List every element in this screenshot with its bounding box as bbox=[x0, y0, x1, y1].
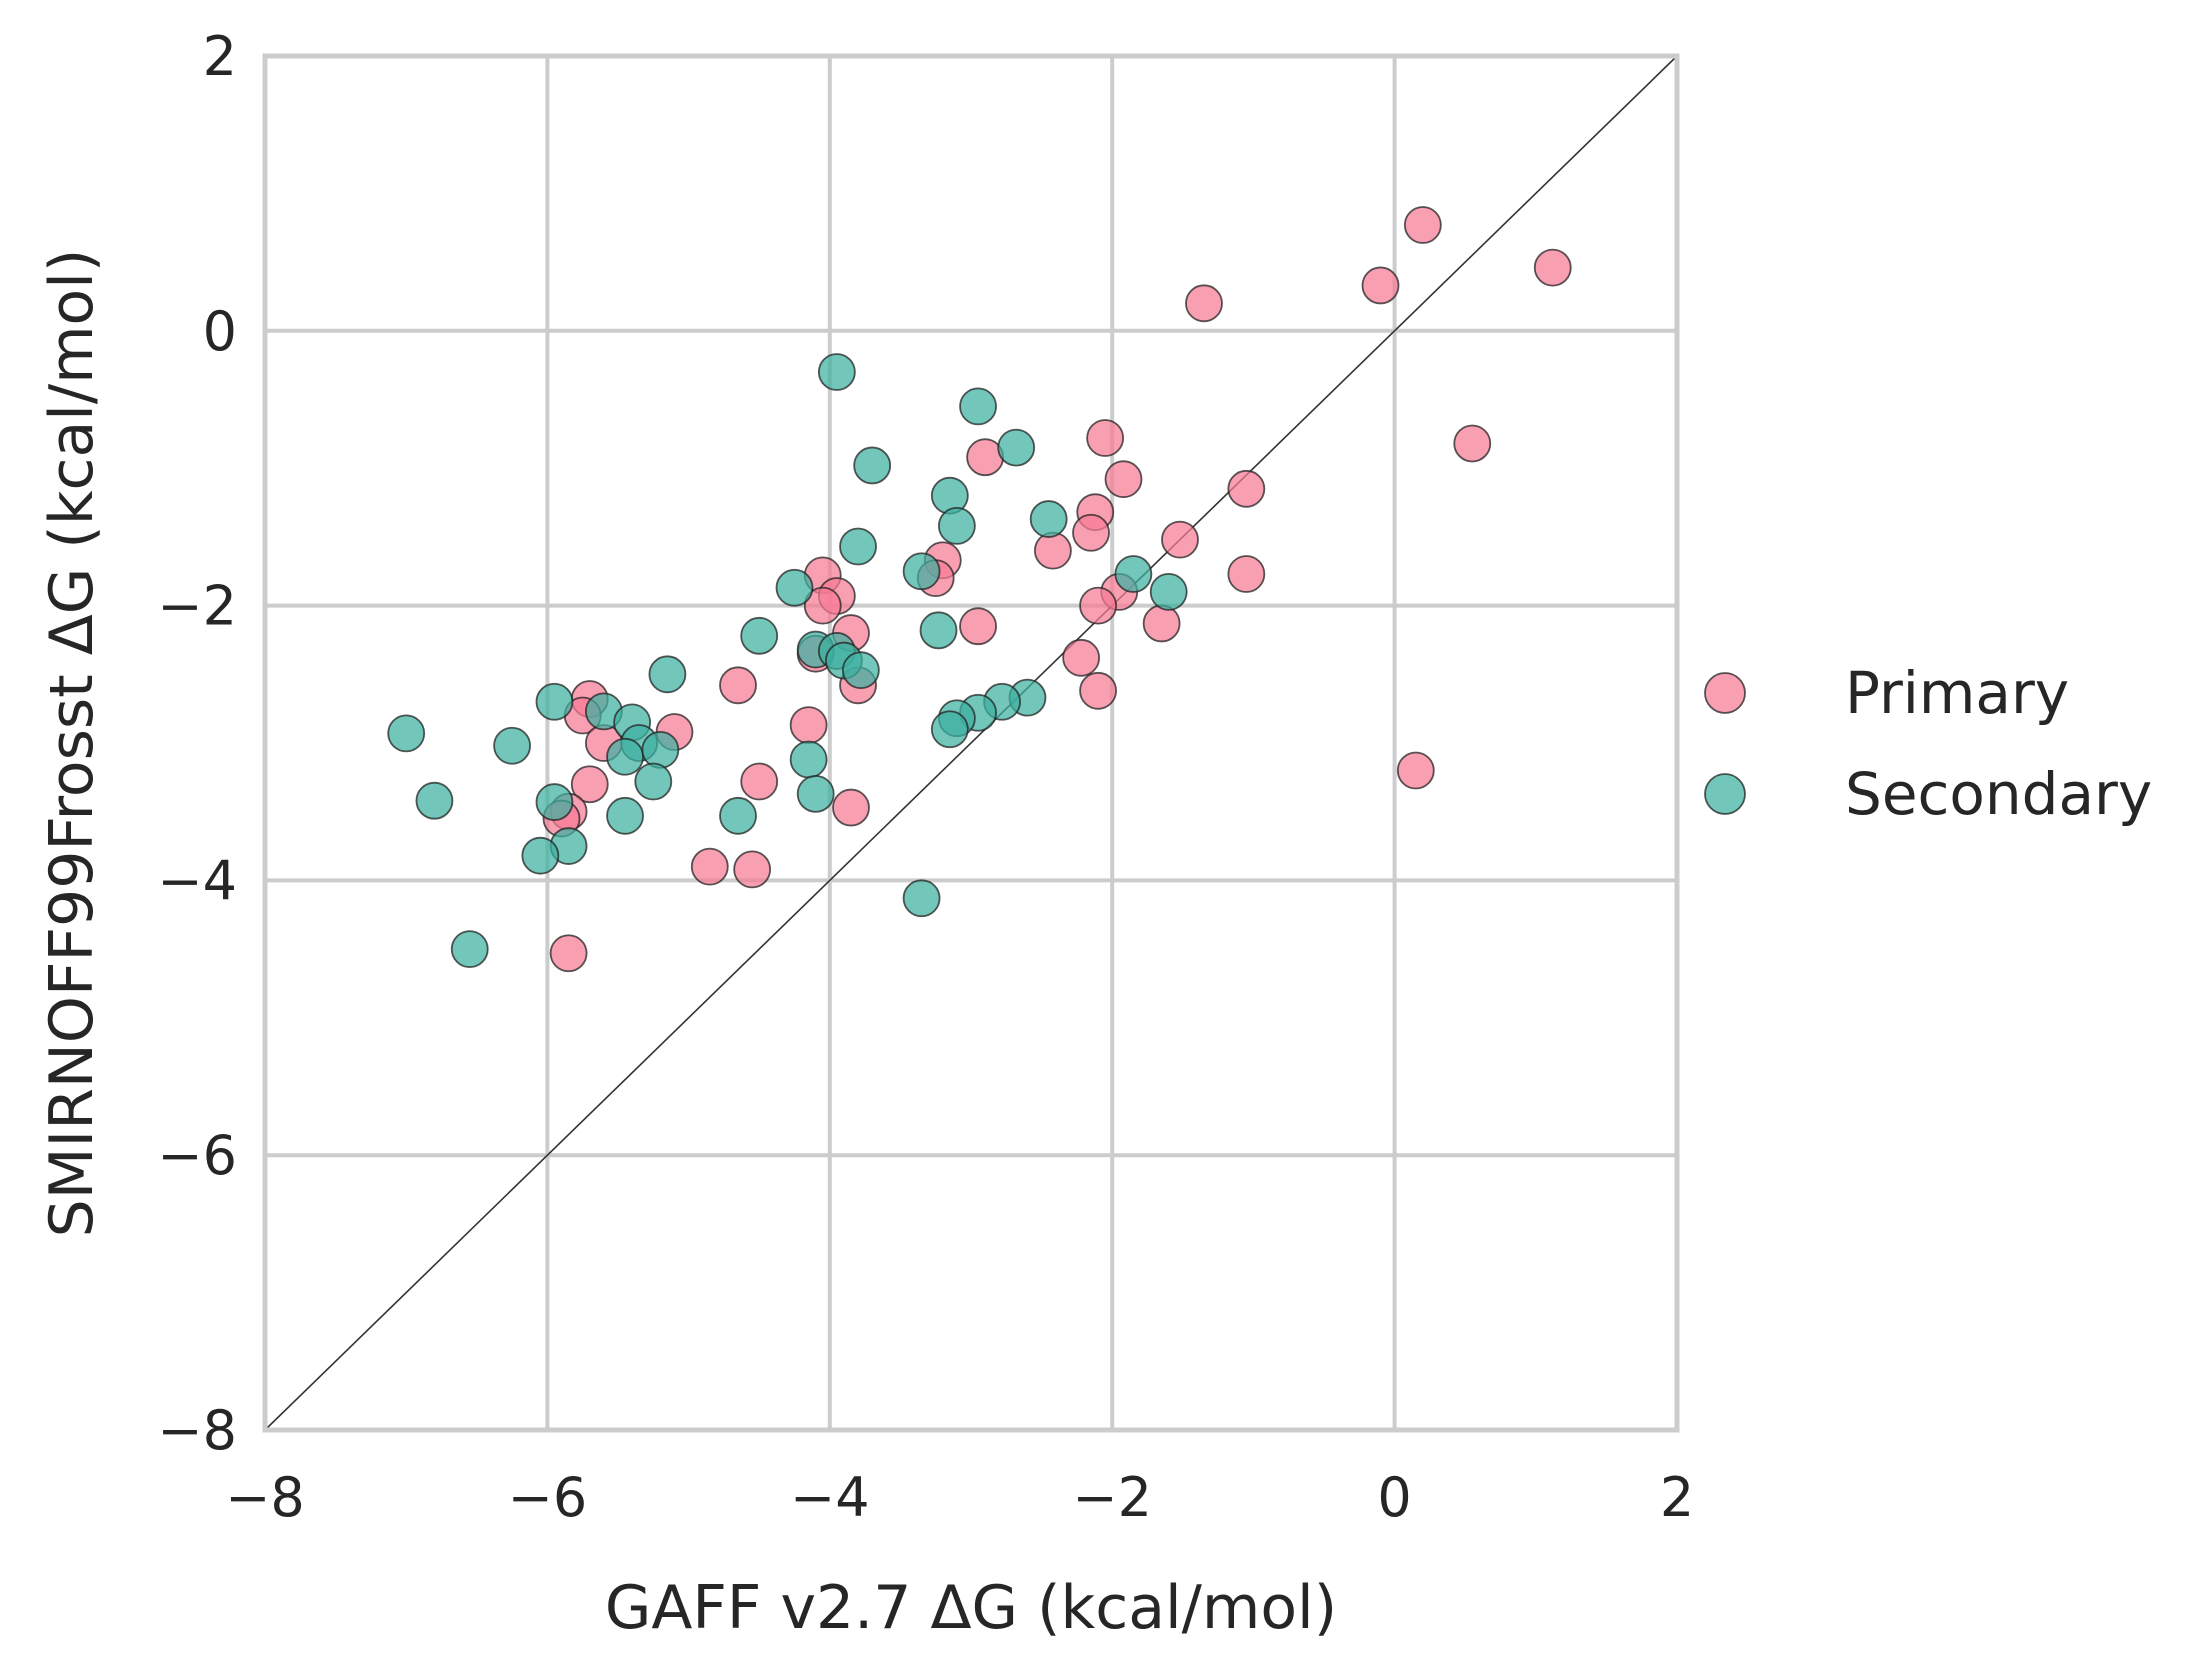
data-point-primary bbox=[570, 765, 609, 804]
data-point-primary bbox=[1396, 751, 1435, 790]
data-point-primary bbox=[959, 607, 997, 646]
data-point-secondary bbox=[997, 428, 1036, 467]
legend-label-primary: Primary bbox=[1845, 659, 2069, 727]
x-tick-label: −8 bbox=[225, 1466, 305, 1529]
data-point-primary bbox=[1403, 206, 1442, 244]
legend-marker-secondary bbox=[1704, 773, 1746, 815]
data-point-secondary bbox=[535, 783, 574, 821]
data-point-secondary bbox=[937, 507, 976, 545]
data-point-primary bbox=[1227, 555, 1266, 593]
data-point-primary bbox=[1142, 604, 1181, 643]
data-point-secondary bbox=[493, 726, 531, 765]
y-tick-labels: −8 −6 −4 −2 0 2 bbox=[157, 25, 237, 1462]
data-point-secondary bbox=[1029, 500, 1068, 538]
data-point-primary bbox=[1033, 531, 1072, 570]
data-point-secondary bbox=[789, 740, 828, 779]
data-point-secondary bbox=[902, 552, 941, 591]
identity-line bbox=[264, 55, 1678, 1431]
data-point-secondary bbox=[919, 611, 958, 650]
data-point-secondary bbox=[853, 446, 892, 485]
data-point-secondary bbox=[634, 762, 673, 801]
y-tick-label: −6 bbox=[157, 1124, 237, 1187]
data-point-primary bbox=[1072, 513, 1110, 552]
x-tick-label: −6 bbox=[508, 1466, 588, 1529]
x-tick-label: 2 bbox=[1660, 1466, 1694, 1529]
data-point-primary bbox=[549, 934, 588, 973]
data-point-secondary bbox=[387, 714, 426, 753]
y-tick-label: −2 bbox=[157, 575, 237, 638]
data-point-secondary bbox=[902, 879, 941, 918]
data-point-primary bbox=[1185, 284, 1223, 323]
data-point-primary bbox=[832, 788, 870, 827]
data-point-primary bbox=[1062, 638, 1101, 677]
data-point-secondary bbox=[959, 387, 997, 426]
data-point-secondary bbox=[719, 796, 757, 835]
data-point-secondary bbox=[841, 651, 880, 690]
data-point-secondary bbox=[606, 737, 644, 776]
data-point-primary bbox=[803, 586, 842, 625]
legend-label-secondary: Secondary bbox=[1845, 760, 2152, 828]
x-tick-label: −2 bbox=[1072, 1466, 1152, 1529]
x-tick-label: 0 bbox=[1377, 1466, 1411, 1529]
data-point-primary bbox=[1453, 424, 1492, 463]
x-tick-label: −4 bbox=[790, 1466, 870, 1529]
y-tick-label: 2 bbox=[203, 25, 237, 88]
data-point-secondary bbox=[817, 353, 856, 391]
y-axis-label: SMIRNOFF99Frosst ΔG (kcal/mol) bbox=[37, 249, 107, 1238]
legend: Primary Secondary bbox=[1704, 659, 2152, 828]
data-points bbox=[387, 206, 1572, 973]
data-point-primary bbox=[1086, 419, 1125, 457]
data-point-secondary bbox=[1114, 555, 1153, 593]
data-point-secondary bbox=[641, 730, 680, 769]
y-tick-label: 0 bbox=[203, 300, 237, 363]
y-tick-label: −8 bbox=[157, 1399, 237, 1462]
legend-marker-primary bbox=[1704, 672, 1746, 714]
data-point-primary bbox=[1079, 586, 1117, 625]
data-point-secondary bbox=[606, 796, 644, 835]
data-point-secondary bbox=[796, 774, 835, 813]
data-point-primary bbox=[1161, 520, 1199, 559]
data-point-secondary bbox=[648, 655, 687, 694]
data-point-primary bbox=[1104, 460, 1143, 499]
data-point-primary bbox=[740, 762, 779, 801]
data-point-secondary bbox=[450, 930, 489, 968]
data-point-secondary bbox=[775, 568, 814, 607]
data-point-primary bbox=[1227, 469, 1266, 508]
series-secondary bbox=[387, 353, 1188, 968]
data-point-secondary bbox=[535, 682, 574, 721]
y-tick-label: −4 bbox=[157, 849, 237, 912]
data-point-secondary bbox=[839, 527, 877, 566]
x-axis-label: GAFF v2.7 ΔG (kcal/mol) bbox=[605, 1573, 1337, 1643]
data-point-primary bbox=[719, 666, 757, 705]
data-point-primary bbox=[789, 706, 828, 745]
data-point-secondary bbox=[415, 781, 454, 820]
data-point-primary bbox=[1533, 248, 1572, 287]
x-tick-labels: −8 −6 −4 −2 0 2 bbox=[225, 1466, 1694, 1529]
series-primary bbox=[542, 206, 1572, 973]
data-point-secondary bbox=[740, 616, 779, 655]
data-point-secondary bbox=[930, 710, 969, 749]
plot-frame bbox=[262, 53, 1680, 1433]
data-point-primary bbox=[1361, 266, 1400, 305]
data-point-primary bbox=[733, 850, 772, 889]
data-point-secondary bbox=[1149, 572, 1188, 611]
data-point-primary bbox=[690, 847, 729, 886]
data-point-secondary bbox=[521, 836, 560, 875]
data-point-primary bbox=[1079, 671, 1117, 710]
